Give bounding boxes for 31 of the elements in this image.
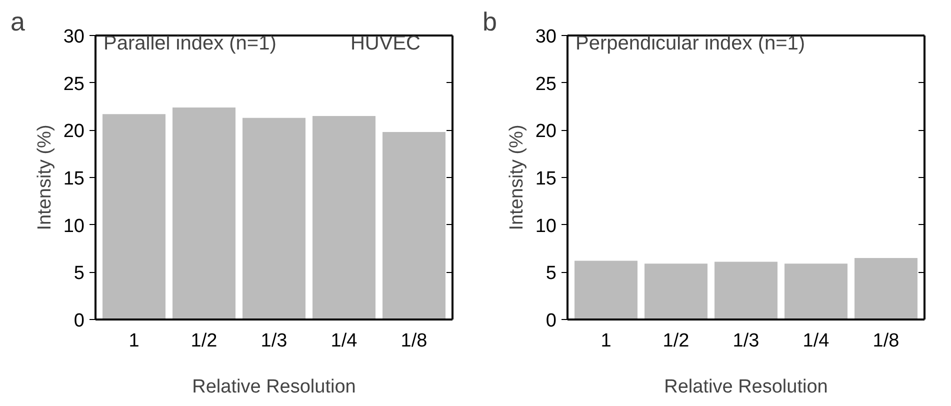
y-tick-label: 5 [546, 263, 557, 284]
chart-title: a [10, 6, 26, 36]
y-tick-label: 5 [74, 263, 85, 284]
x-tick-label: 1/3 [732, 330, 760, 352]
y-tick-label: 15 [63, 168, 85, 190]
y-tick-label: 10 [63, 216, 85, 237]
y-tick-label: 0 [546, 310, 557, 332]
x-tick-label: 1 [600, 330, 612, 352]
x-tick-label: 1/4 [802, 330, 830, 352]
y-tick-label: 30 [535, 26, 557, 48]
chart-title: b [482, 6, 497, 36]
x-tick-label: 1/2 [662, 330, 690, 352]
x-axis-title: Relative Resolution [192, 376, 356, 398]
x-tick-label: 1/3 [260, 330, 288, 352]
x-tick-label: 1/8 [872, 330, 900, 352]
y-axis-title: Intensity (%) [506, 124, 528, 230]
x-axis-title: Relative Resolution [664, 376, 828, 398]
x-tick-label: 1/4 [330, 330, 358, 352]
y-tick-label: 20 [535, 121, 557, 142]
x-tick-label: 1/8 [400, 330, 428, 352]
x-tick-label: 1 [128, 330, 140, 352]
y-tick-label: 15 [535, 168, 557, 190]
y-tick-label: 25 [63, 74, 85, 95]
y-axis-title: Intensity (%) [34, 124, 56, 230]
annotation: HUVEC [350, 32, 421, 54]
y-tick-label: 0 [74, 310, 85, 332]
y-tick-label: 10 [535, 216, 557, 237]
y-tick-label: 20 [63, 121, 85, 142]
y-tick-label: 25 [535, 74, 557, 95]
x-tick-label: 1/2 [190, 330, 218, 352]
y-tick-label: 30 [63, 26, 85, 48]
